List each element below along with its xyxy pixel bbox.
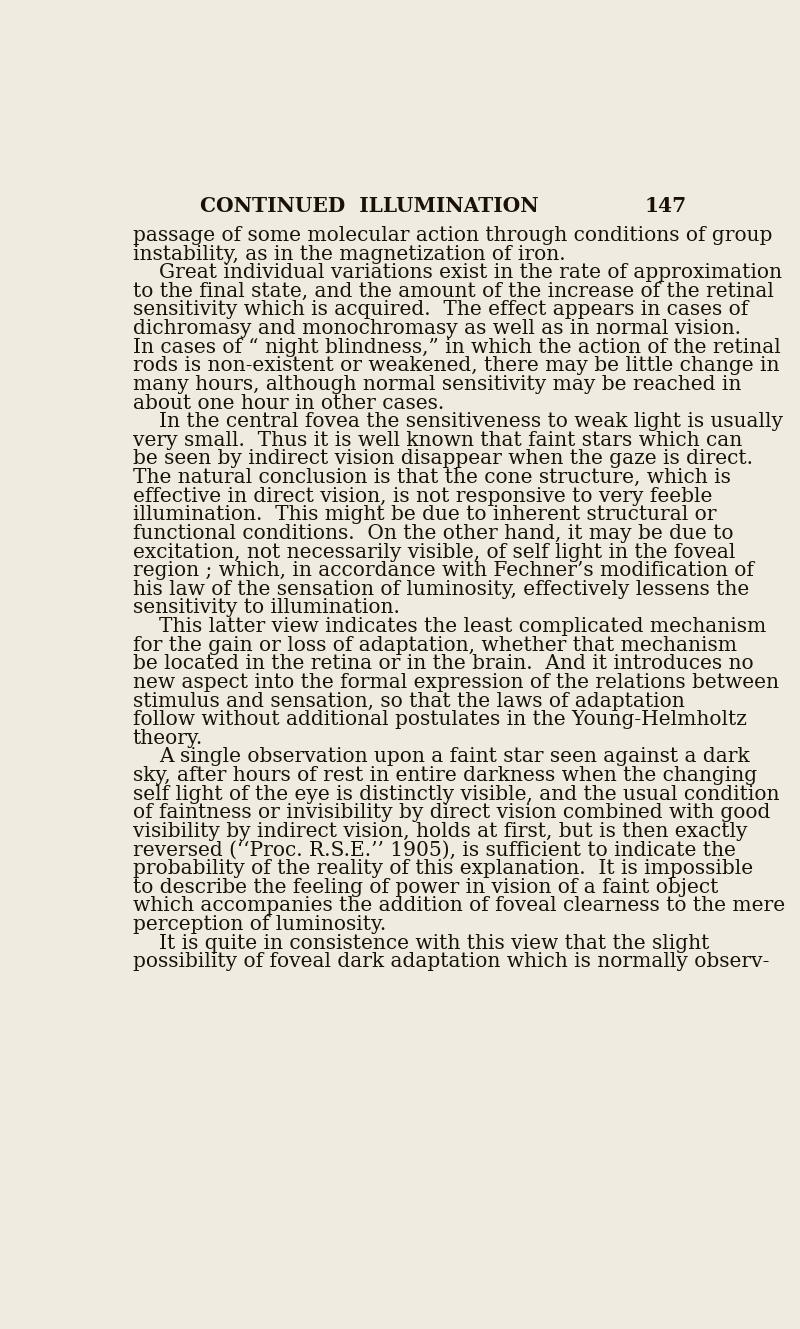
- Text: 147: 147: [645, 197, 687, 217]
- Text: It is quite in consistence with this view that the slight: It is quite in consistence with this vie…: [159, 934, 710, 953]
- Text: his law of the sensation of luminosity, effectively lessens the: his law of the sensation of luminosity, …: [133, 579, 749, 599]
- Text: dichromasy and monochromasy as well as in normal vision.: dichromasy and monochromasy as well as i…: [133, 319, 741, 338]
- Text: which accompanies the addition of foveal clearness to the mere: which accompanies the addition of foveal…: [133, 897, 785, 916]
- Text: illumination.  This might be due to inherent structural or: illumination. This might be due to inher…: [133, 505, 716, 525]
- Text: excitation, not necessarily visible, of self light in the foveal: excitation, not necessarily visible, of …: [133, 542, 735, 562]
- Text: many hours, although normal sensitivity may be reached in: many hours, although normal sensitivity …: [133, 375, 742, 393]
- Text: new aspect into the formal expression of the relations between: new aspect into the formal expression of…: [133, 672, 779, 692]
- Text: visibility by indirect vision, holds at first, but is then exactly: visibility by indirect vision, holds at …: [133, 821, 747, 841]
- Text: follow without additional postulates in the Young-Helmholtz: follow without additional postulates in …: [133, 710, 746, 730]
- Text: The natural conclusion is that the cone structure, which is: The natural conclusion is that the cone …: [133, 468, 730, 488]
- Text: region ; which, in accordance with Fechner’s modification of: region ; which, in accordance with Fechn…: [133, 561, 754, 581]
- Text: sky, after hours of rest in entire darkness when the changing: sky, after hours of rest in entire darkn…: [133, 766, 757, 785]
- Text: be located in the retina or in the brain.  And it introduces no: be located in the retina or in the brain…: [133, 654, 754, 674]
- Text: very small.  Thus it is well known that faint stars which can: very small. Thus it is well known that f…: [133, 431, 742, 451]
- Text: effective in direct vision, is not responsive to very feeble: effective in direct vision, is not respo…: [133, 486, 712, 506]
- Text: In cases of “ night blindness,” in which the action of the retinal: In cases of “ night blindness,” in which…: [133, 338, 781, 358]
- Text: possibility of foveal dark adaptation which is normally observ-: possibility of foveal dark adaptation wh…: [133, 953, 770, 971]
- Text: sensitivity which is acquired.  The effect appears in cases of: sensitivity which is acquired. The effec…: [133, 300, 748, 319]
- Text: Great individual variations exist in the rate of approximation: Great individual variations exist in the…: [159, 263, 782, 282]
- Text: probability of the reality of this explanation.  It is impossible: probability of the reality of this expla…: [133, 860, 753, 878]
- Text: self light of the eye is distinctly visible, and the usual condition: self light of the eye is distinctly visi…: [133, 784, 779, 804]
- Text: This latter view indicates the least complicated mechanism: This latter view indicates the least com…: [159, 617, 766, 637]
- Text: functional conditions.  On the other hand, it may be due to: functional conditions. On the other hand…: [133, 524, 734, 544]
- Text: sensitivity to illumination.: sensitivity to illumination.: [133, 598, 400, 618]
- Text: for the gain or loss of adaptation, whether that mechanism: for the gain or loss of adaptation, whet…: [133, 635, 737, 655]
- Text: instability, as in the magnetization of iron.: instability, as in the magnetization of …: [133, 245, 566, 263]
- Text: In the central fovea the sensitiveness to weak light is usually: In the central fovea the sensitiveness t…: [159, 412, 783, 431]
- Text: of faintness or invisibility by direct vision combined with good: of faintness or invisibility by direct v…: [133, 803, 770, 823]
- Text: to describe the feeling of power in vision of a faint object: to describe the feeling of power in visi…: [133, 878, 718, 897]
- Text: CONTINUED  ILLUMINATION: CONTINUED ILLUMINATION: [200, 197, 539, 217]
- Text: reversed (‘‘Proc. R.S.E.’’ 1905), is sufficient to indicate the: reversed (‘‘Proc. R.S.E.’’ 1905), is suf…: [133, 841, 736, 860]
- Text: to the final state, and the amount of the increase of the retinal: to the final state, and the amount of th…: [133, 282, 774, 300]
- Text: A single observation upon a faint star seen against a dark: A single observation upon a faint star s…: [159, 747, 750, 767]
- Text: be seen by indirect vision disappear when the gaze is direct.: be seen by indirect vision disappear whe…: [133, 449, 753, 469]
- Text: perception of luminosity.: perception of luminosity.: [133, 916, 386, 934]
- Text: rods is non-existent or weakened, there may be little change in: rods is non-existent or weakened, there …: [133, 356, 779, 375]
- Text: stimulus and sensation, so that the laws of adaptation: stimulus and sensation, so that the laws…: [133, 691, 685, 711]
- Text: passage of some molecular action through conditions of group: passage of some molecular action through…: [133, 226, 772, 245]
- Text: theory.: theory.: [133, 728, 203, 748]
- Text: about one hour in other cases.: about one hour in other cases.: [133, 393, 444, 412]
